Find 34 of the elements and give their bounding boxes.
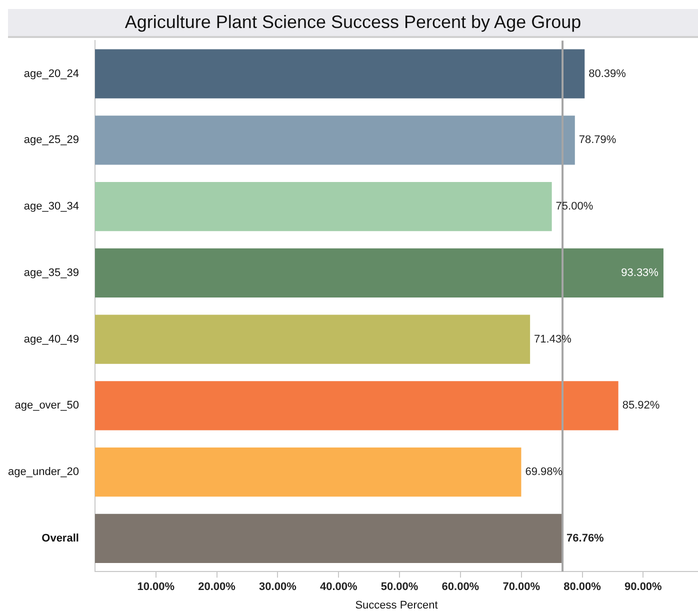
y-tick-label: age_over_50 — [14, 400, 79, 412]
bar — [94, 116, 575, 165]
data-label: 71.43% — [534, 333, 572, 346]
bar — [94, 447, 522, 497]
x-tick-label: 70.00% — [502, 581, 540, 594]
x-tick-label: 30.00% — [259, 581, 297, 594]
y-tick-label: age_40_49 — [24, 333, 79, 346]
data-label: 78.79% — [578, 134, 616, 146]
data-label: 75.00% — [556, 200, 594, 213]
data-label: 69.98% — [525, 466, 563, 478]
data-label: 93.33% — [621, 266, 659, 279]
data-label: 80.39% — [588, 68, 626, 80]
bar — [94, 381, 618, 430]
y-tick-label: Overall — [42, 532, 79, 544]
bar — [94, 514, 563, 563]
x-tick-label: 90.00% — [624, 581, 662, 594]
data-label: 76.76% — [566, 532, 604, 544]
y-tick-label: age_30_34 — [24, 200, 79, 213]
y-tick-label: age_20_24 — [24, 68, 79, 80]
x-tick-label: 50.00% — [380, 581, 418, 594]
bar — [94, 49, 585, 98]
bar — [94, 314, 530, 364]
y-tick-label: age_under_20 — [8, 466, 79, 478]
x-axis-title: Success Percent — [355, 599, 438, 612]
x-tick-label: 40.00% — [320, 581, 358, 594]
x-tick-label: 60.00% — [442, 581, 480, 594]
data-label: 85.92% — [622, 400, 660, 412]
bar — [94, 182, 552, 232]
x-tick-label: 80.00% — [564, 581, 602, 594]
y-tick-label: age_35_39 — [24, 266, 79, 279]
x-tick-label: 10.00% — [137, 581, 175, 594]
bar — [94, 248, 664, 298]
y-tick-label: age_25_29 — [24, 134, 79, 146]
x-tick-label: 20.00% — [198, 581, 236, 594]
